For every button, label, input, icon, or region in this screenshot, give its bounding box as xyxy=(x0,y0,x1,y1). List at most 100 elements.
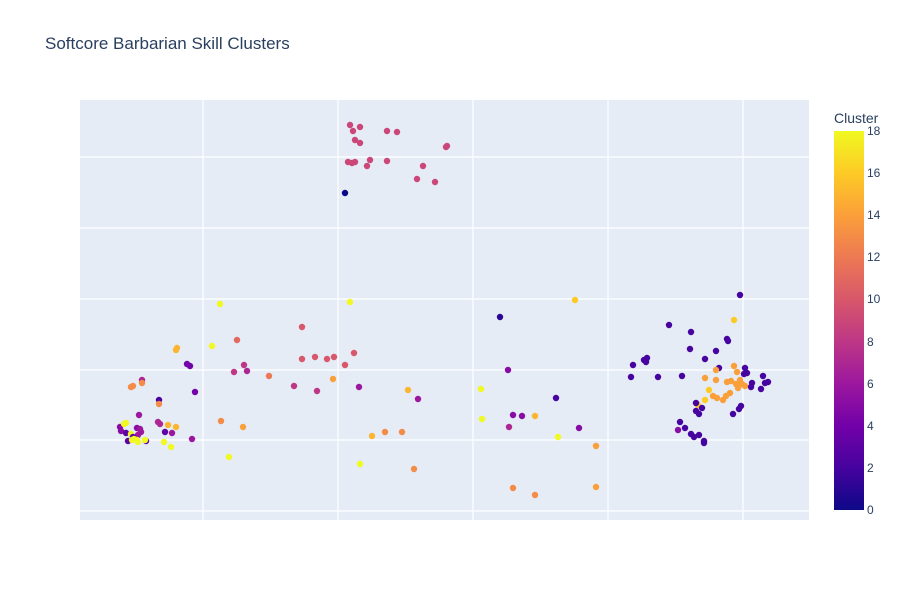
data-point[interactable] xyxy=(627,373,635,381)
data-point[interactable] xyxy=(692,399,700,407)
data-point[interactable] xyxy=(701,355,709,363)
data-point[interactable] xyxy=(592,483,600,491)
data-point[interactable] xyxy=(674,426,682,434)
data-point[interactable] xyxy=(240,361,248,369)
data-point[interactable] xyxy=(239,423,247,431)
data-point[interactable] xyxy=(695,431,703,439)
data-point[interactable] xyxy=(346,298,354,306)
data-point[interactable] xyxy=(349,127,357,135)
data-point[interactable] xyxy=(414,395,422,403)
data-point[interactable] xyxy=(404,386,412,394)
data-point[interactable] xyxy=(509,411,517,419)
data-point[interactable] xyxy=(442,143,450,151)
data-point[interactable] xyxy=(313,387,321,395)
data-point[interactable] xyxy=(478,415,486,423)
data-point[interactable] xyxy=(740,370,748,378)
data-point[interactable] xyxy=(701,396,709,404)
data-point[interactable] xyxy=(701,374,709,382)
data-point[interactable] xyxy=(134,431,142,439)
data-point[interactable] xyxy=(225,453,233,461)
data-point[interactable] xyxy=(734,384,742,392)
data-point[interactable] xyxy=(665,321,673,329)
data-point[interactable] xyxy=(678,372,686,380)
data-point[interactable] xyxy=(741,364,749,372)
data-point[interactable] xyxy=(713,394,721,402)
data-point[interactable] xyxy=(117,427,125,435)
data-point[interactable] xyxy=(642,358,650,366)
data-point[interactable] xyxy=(757,385,765,393)
data-point[interactable] xyxy=(724,337,732,345)
data-point[interactable] xyxy=(155,400,163,408)
data-point[interactable] xyxy=(431,178,439,186)
data-point[interactable] xyxy=(341,189,349,197)
data-point[interactable] xyxy=(730,316,738,324)
data-point[interactable] xyxy=(552,394,560,402)
data-point[interactable] xyxy=(741,382,749,390)
data-point[interactable] xyxy=(654,373,662,381)
data-point[interactable] xyxy=(188,435,196,443)
data-point[interactable] xyxy=(363,162,371,170)
data-point[interactable] xyxy=(686,345,694,353)
data-point[interactable] xyxy=(230,368,238,376)
data-point[interactable] xyxy=(381,428,389,436)
data-point[interactable] xyxy=(735,405,743,413)
data-point[interactable] xyxy=(712,376,720,384)
data-point[interactable] xyxy=(243,367,251,375)
data-point[interactable] xyxy=(733,368,741,376)
data-point[interactable] xyxy=(141,436,149,444)
data-point[interactable] xyxy=(265,372,273,380)
data-point[interactable] xyxy=(208,342,216,350)
data-point[interactable] xyxy=(496,313,504,321)
data-point[interactable] xyxy=(531,412,539,420)
data-point[interactable] xyxy=(122,429,130,437)
data-point[interactable] xyxy=(477,385,485,393)
data-point[interactable] xyxy=(298,355,306,363)
data-point[interactable] xyxy=(329,375,337,383)
data-point[interactable] xyxy=(156,420,164,428)
data-point[interactable] xyxy=(413,175,421,183)
data-point[interactable] xyxy=(383,127,391,135)
data-point[interactable] xyxy=(531,491,539,499)
data-point[interactable] xyxy=(695,410,703,418)
data-point[interactable] xyxy=(350,349,358,357)
data-point[interactable] xyxy=(759,372,767,380)
data-point[interactable] xyxy=(700,439,708,447)
data-point[interactable] xyxy=(366,156,374,164)
data-point[interactable] xyxy=(167,443,175,451)
data-point[interactable] xyxy=(134,438,142,446)
data-point[interactable] xyxy=(355,383,363,391)
data-point[interactable] xyxy=(216,300,224,308)
data-point[interactable] xyxy=(172,423,180,431)
data-point[interactable] xyxy=(410,465,418,473)
data-point[interactable] xyxy=(290,382,298,390)
data-point[interactable] xyxy=(419,162,427,170)
data-point[interactable] xyxy=(687,328,695,336)
data-point[interactable] xyxy=(160,438,168,446)
data-point[interactable] xyxy=(135,411,143,419)
data-point[interactable] xyxy=(729,410,737,418)
data-point[interactable] xyxy=(356,123,364,131)
data-point[interactable] xyxy=(676,418,684,426)
data-point[interactable] xyxy=(168,429,176,437)
data-point[interactable] xyxy=(311,353,319,361)
data-point[interactable] xyxy=(398,428,406,436)
data-point[interactable] xyxy=(356,139,364,147)
data-point[interactable] xyxy=(712,347,720,355)
data-point[interactable] xyxy=(761,379,769,387)
data-point[interactable] xyxy=(164,421,172,429)
data-point[interactable] xyxy=(129,382,137,390)
data-point[interactable] xyxy=(554,433,562,441)
data-point[interactable] xyxy=(346,121,354,129)
data-point[interactable] xyxy=(690,433,698,441)
data-point[interactable] xyxy=(509,484,517,492)
data-point[interactable] xyxy=(705,386,713,394)
data-point[interactable] xyxy=(298,323,306,331)
data-point[interactable] xyxy=(504,366,512,374)
data-point[interactable] xyxy=(571,296,579,304)
data-point[interactable] xyxy=(518,412,526,420)
data-point[interactable] xyxy=(122,419,130,427)
data-point[interactable] xyxy=(233,336,241,344)
data-point[interactable] xyxy=(161,428,169,436)
data-point[interactable] xyxy=(323,355,331,363)
